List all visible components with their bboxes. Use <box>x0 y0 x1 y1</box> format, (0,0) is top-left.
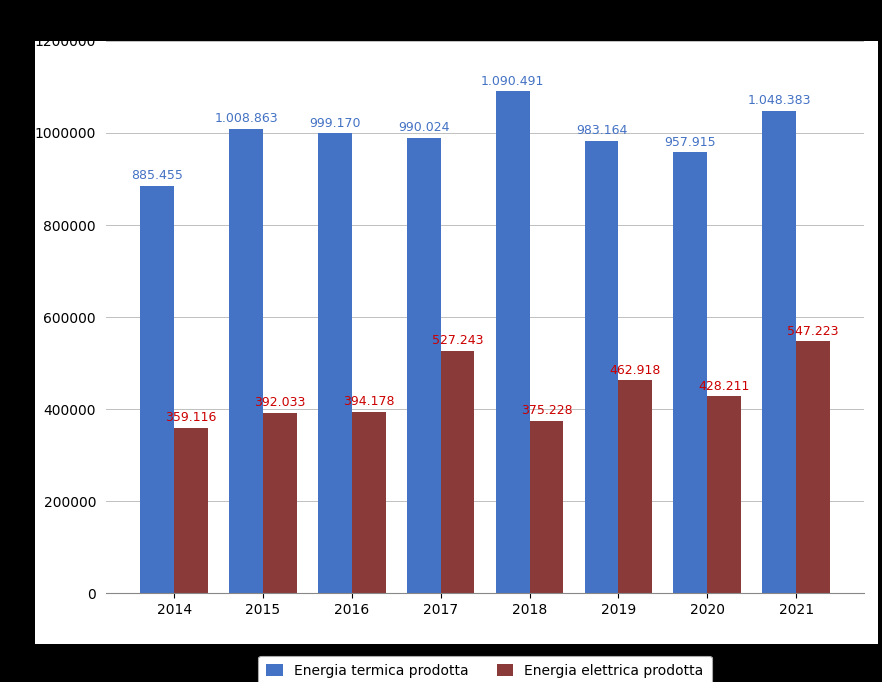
Text: 394.178: 394.178 <box>343 395 394 409</box>
Bar <box>229 129 263 593</box>
Text: 428.211: 428.211 <box>699 379 750 393</box>
Bar <box>263 413 296 593</box>
Bar <box>674 152 707 593</box>
Legend: Energia termica prodotta, Energia elettrica prodotta: Energia termica prodotta, Energia elettr… <box>258 655 712 682</box>
Text: 1.048.383: 1.048.383 <box>747 94 811 107</box>
Text: 990.024: 990.024 <box>398 121 450 134</box>
Text: 983.164: 983.164 <box>576 124 627 137</box>
Bar <box>529 421 564 593</box>
Bar <box>585 140 618 593</box>
Bar <box>707 396 741 593</box>
Bar <box>496 91 529 593</box>
Bar <box>762 110 796 593</box>
Text: 885.455: 885.455 <box>131 169 183 182</box>
Text: 957.915: 957.915 <box>664 136 716 149</box>
Text: 359.116: 359.116 <box>165 411 217 424</box>
Bar <box>441 351 475 593</box>
Text: 1.090.491: 1.090.491 <box>481 74 544 88</box>
Bar <box>174 428 208 593</box>
Text: 1.008.863: 1.008.863 <box>214 113 278 125</box>
Text: 375.228: 375.228 <box>520 404 572 417</box>
Bar <box>407 138 441 593</box>
Text: 547.223: 547.223 <box>788 325 839 338</box>
Text: 392.033: 392.033 <box>254 396 305 409</box>
Bar <box>318 134 352 593</box>
Bar <box>140 186 174 593</box>
Bar <box>618 381 652 593</box>
Text: 462.918: 462.918 <box>609 364 661 376</box>
Bar <box>352 412 385 593</box>
Y-axis label: MWh: MWh <box>15 300 29 334</box>
Bar <box>796 342 830 593</box>
Text: 527.243: 527.243 <box>432 334 483 347</box>
Text: 999.170: 999.170 <box>310 117 361 130</box>
